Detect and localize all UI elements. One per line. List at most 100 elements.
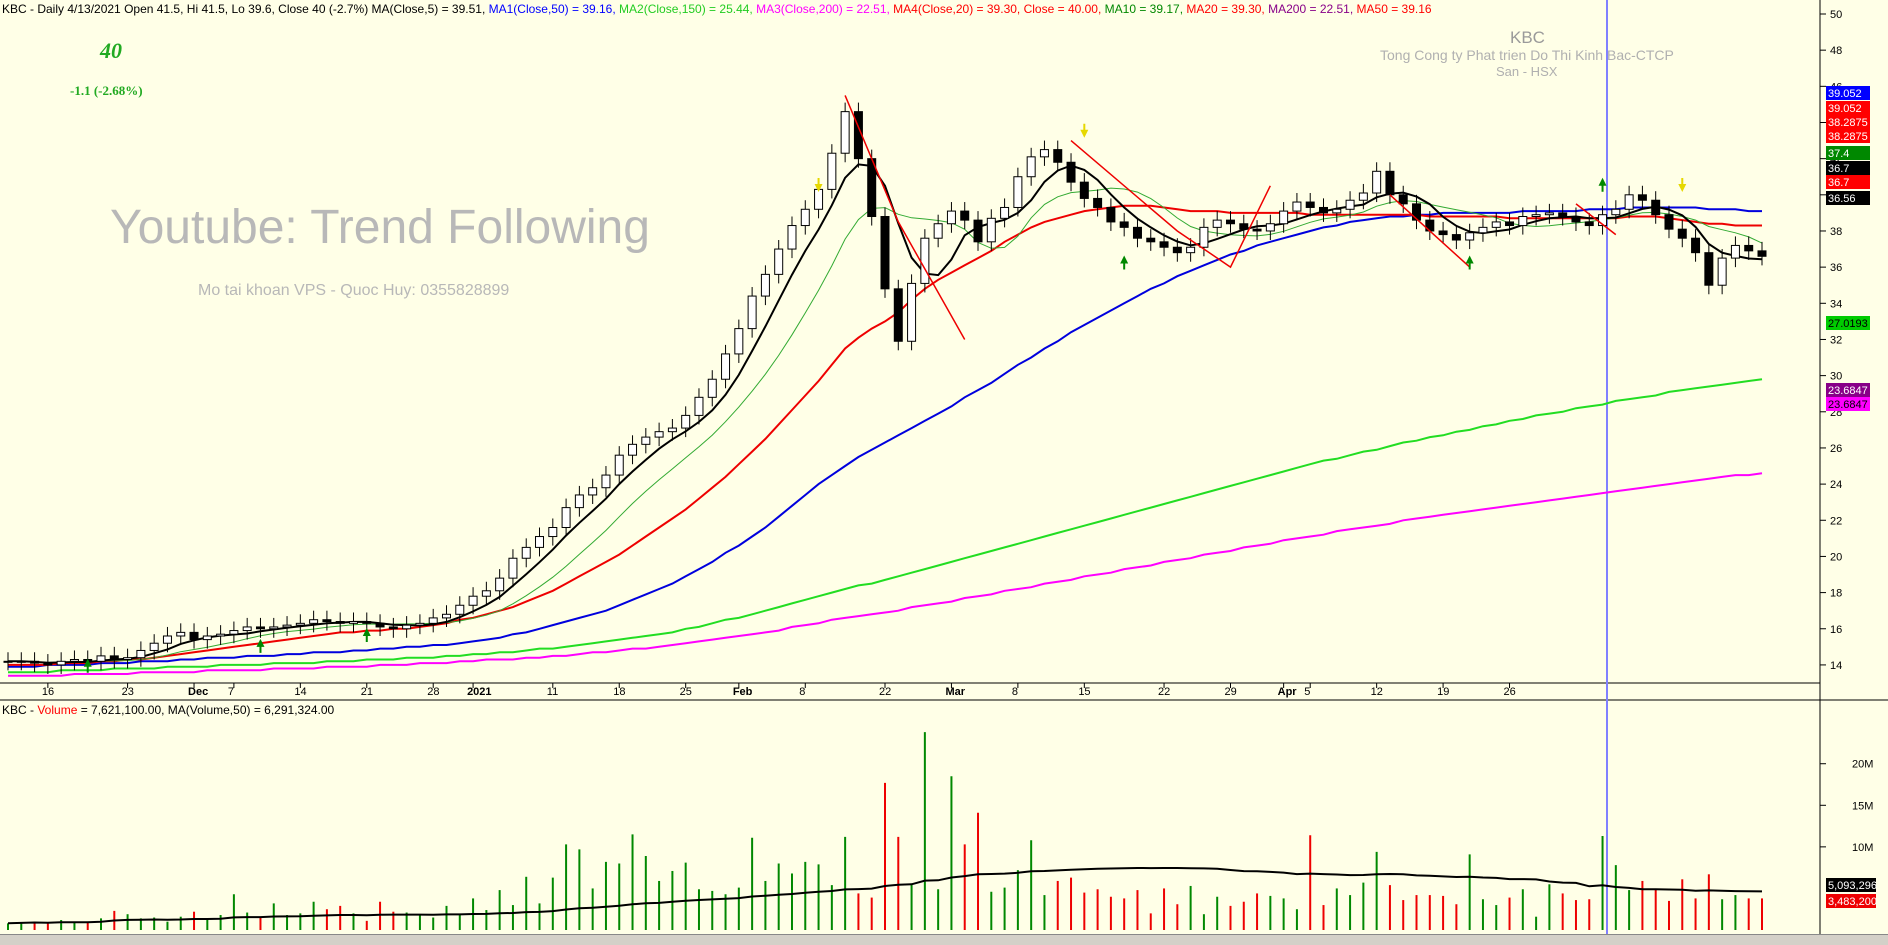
candle-body: [309, 619, 319, 624]
candle-body: [907, 282, 917, 342]
candle-body: [548, 527, 558, 538]
ma20-line: [8, 204, 1762, 666]
candle-body: [1491, 221, 1501, 228]
candle-body: [880, 216, 890, 290]
candle-body: [1066, 161, 1076, 183]
date-tick-label: 26: [1504, 686, 1516, 698]
price-tick-label: 50: [1830, 9, 1842, 21]
volume-title-vol: Volume: [37, 703, 78, 717]
candle-body: [1757, 250, 1767, 257]
candle-body: [694, 396, 704, 416]
candle-body: [840, 111, 850, 154]
candle-body: [1119, 221, 1129, 228]
price-label-box: [1826, 175, 1870, 189]
candle-body: [654, 431, 664, 438]
candle-body: [1478, 226, 1488, 234]
candle-body: [428, 617, 438, 624]
date-tick-label: 8: [799, 686, 805, 698]
price-label: 38.2875: [1828, 131, 1868, 143]
price-label-box: [1826, 101, 1870, 115]
volume-label: 3,483,200: [1828, 896, 1877, 908]
candle-body: [1664, 214, 1674, 230]
indicator-7: MA20 = 39.30,: [1183, 2, 1265, 16]
candle-body: [1651, 199, 1661, 216]
candle-body: [176, 631, 186, 637]
candle-body: [787, 225, 797, 250]
date-tick-label: Feb: [733, 686, 753, 698]
sell-arrow: [1678, 177, 1687, 192]
date-tick-label: 25: [680, 686, 692, 698]
candle-body: [1558, 212, 1568, 218]
candle-body: [1292, 201, 1302, 212]
sheet-tabs[interactable]: [0, 934, 1888, 945]
price-label-box: [1826, 383, 1870, 397]
candle-body: [189, 631, 199, 641]
candle-body: [1053, 149, 1063, 163]
volume-tick-label: 15M: [1852, 800, 1873, 812]
candle-body: [109, 655, 119, 660]
last-close: 40: [100, 38, 122, 63]
candle-body: [1637, 194, 1647, 201]
price-tick-label: 32: [1830, 334, 1842, 346]
price-label-box: [1826, 397, 1870, 411]
candle-body: [402, 624, 412, 630]
price-label: 39.052: [1828, 88, 1862, 100]
candle-body: [601, 474, 611, 489]
price-label: 39.052: [1828, 103, 1862, 115]
date-tick-label: 7: [228, 686, 234, 698]
company-name: Tong Cong ty Phat trien Do Thi Kinh Bac-…: [1380, 47, 1674, 63]
price-tick-label: 48: [1830, 45, 1842, 57]
candle-body: [1412, 203, 1422, 221]
candle-body: [641, 436, 651, 445]
price-tick-label: 30: [1830, 371, 1842, 383]
candle-body: [681, 414, 691, 429]
ma50-line: [8, 206, 1762, 668]
date-tick-label: 12: [1371, 686, 1383, 698]
indicator-4: MA4(Close,20) = 39.30,: [889, 2, 1021, 16]
buy-arrow: [256, 638, 265, 653]
candle-body: [1531, 214, 1541, 218]
candle-body: [721, 353, 731, 380]
candle-body: [920, 237, 930, 284]
exchange-name: San - HSX: [1496, 64, 1558, 79]
candle-body: [1385, 170, 1395, 196]
price-tick-label: 36: [1830, 262, 1842, 274]
price-tick-label: 22: [1830, 515, 1842, 527]
date-tick-label: 22: [879, 686, 891, 698]
candle-body: [1465, 232, 1475, 241]
candle-body: [1730, 244, 1740, 259]
candle-body: [986, 217, 996, 243]
volume-ma-line: [7, 866, 1763, 925]
last-change: -1.1 (-2.68%): [70, 83, 143, 98]
price-label: 23.6847: [1828, 399, 1868, 411]
candle-body: [1744, 244, 1754, 252]
candle-body: [1358, 192, 1368, 201]
candle-body: [1026, 156, 1036, 178]
candle-body: [442, 613, 451, 619]
candle-body: [495, 577, 505, 592]
candle-body: [375, 622, 385, 628]
indicator-6: MA10 = 39.17,: [1101, 2, 1184, 16]
candle-body: [933, 223, 943, 239]
candle-body: [1398, 194, 1408, 205]
price-tick-label: 24: [1830, 479, 1842, 491]
indicator-0: MA(Close,5) = 39.51,: [368, 2, 486, 16]
candle-body: [1106, 206, 1116, 223]
price-tick-label: 34: [1830, 298, 1842, 310]
date-tick-label: 14: [294, 686, 306, 698]
candle-body: [667, 427, 677, 433]
candle-body: [1544, 212, 1554, 216]
candle-body: [216, 633, 226, 637]
candle-body: [747, 295, 757, 330]
candle-body: [1093, 197, 1103, 208]
date-tick-label: 22: [1158, 686, 1170, 698]
candle-body: [202, 635, 212, 641]
price-label: 27.0193: [1828, 318, 1868, 330]
candle-body: [814, 188, 824, 210]
candle-body: [415, 622, 425, 626]
candle-body: [1332, 208, 1342, 214]
symbol-title: KBC: [1510, 28, 1545, 47]
candle-body: [800, 208, 810, 227]
candle-body: [1186, 246, 1196, 254]
